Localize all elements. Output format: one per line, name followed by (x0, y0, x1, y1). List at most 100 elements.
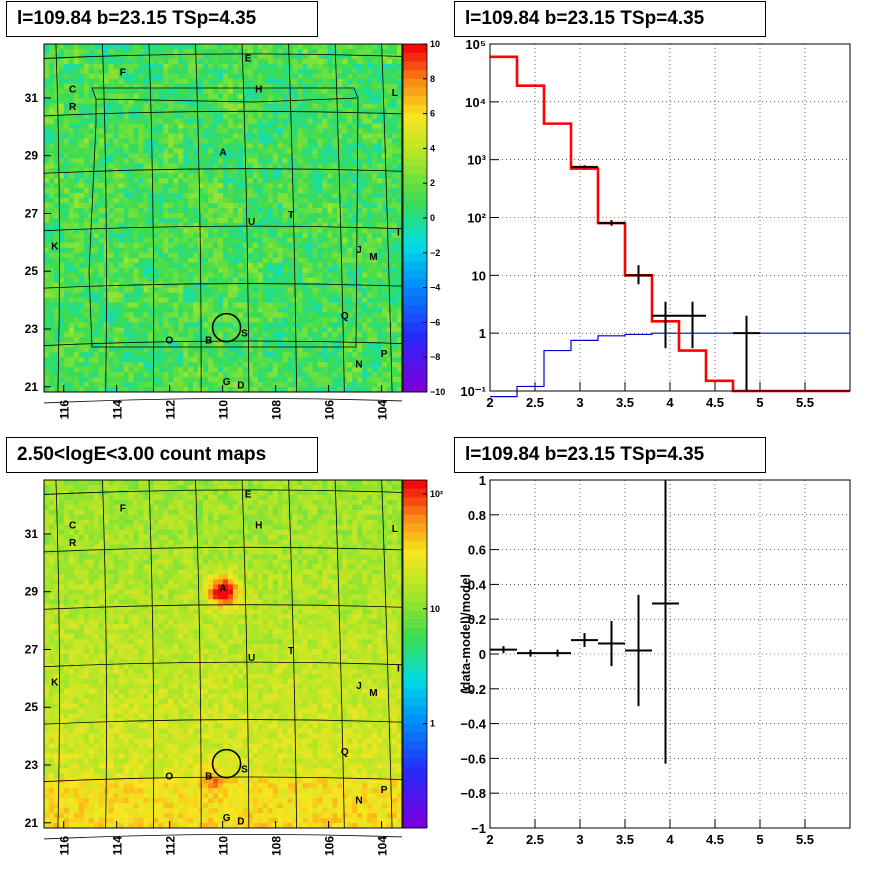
heatmap-cell (53, 188, 60, 194)
heatmap-cell (58, 123, 65, 129)
heatmap-cell (183, 73, 189, 80)
heatmap-cell (98, 337, 104, 343)
heatmap-cell (78, 118, 85, 124)
heatmap-cell (262, 78, 269, 85)
heatmap-cell (223, 367, 229, 373)
heatmap-cell (382, 342, 388, 348)
heatmap-cell (302, 188, 308, 194)
heatmap-cell (148, 163, 154, 169)
heatmap-cell (292, 242, 298, 249)
heatmap-cell (83, 297, 90, 303)
heatmap-cell (267, 178, 274, 184)
heatmap-cell (148, 208, 154, 214)
heatmap-cell (218, 327, 224, 333)
heatmap-cell (223, 73, 229, 80)
heatmap-cell (357, 48, 363, 55)
heatmap-cell (73, 287, 80, 293)
heatmap-cell (48, 213, 55, 219)
heatmap-cell (108, 88, 114, 95)
heatmap-cell (168, 93, 174, 99)
heatmap-cell (123, 242, 129, 249)
heatmap-cell (267, 342, 274, 348)
heatmap-cell (262, 242, 269, 249)
heatmap-cell (153, 307, 159, 313)
heatmap-cell (302, 183, 308, 189)
heatmap-cell (118, 352, 124, 358)
heatmap-cell (223, 342, 229, 348)
heatmap-cell (322, 302, 328, 308)
heatmap-cell (357, 302, 363, 308)
heatmap-cell (173, 242, 179, 249)
heatmap-cell (183, 178, 189, 184)
heatmap-cell (237, 227, 244, 234)
heatmap-cell (168, 143, 174, 149)
heatmap-cell (382, 173, 388, 179)
heatmap-cell (337, 242, 343, 249)
heatmap-cell (58, 317, 65, 323)
heatmap-cell (362, 138, 368, 144)
heatmap-cell (367, 292, 373, 298)
heatmap-cell (322, 203, 328, 209)
heatmap-cell (73, 113, 80, 119)
heatmap-cell (307, 188, 313, 194)
heatmap-cell (148, 143, 154, 149)
heatmap-cell (297, 307, 303, 313)
heatmap-cell (123, 382, 129, 388)
heatmap-cell (118, 113, 124, 119)
heatmap-cell (322, 242, 328, 249)
heatmap-cell (297, 327, 303, 333)
heatmap-cell (178, 213, 184, 219)
heatmap-cell (118, 232, 124, 239)
heatmap-cell (337, 222, 343, 229)
heatmap-cell (78, 173, 85, 179)
heatmap-cell (392, 158, 398, 164)
heatmap-cell (257, 133, 264, 139)
heatmap-cell (317, 357, 323, 363)
heatmap-cell (123, 312, 129, 318)
heatmap-cell (218, 53, 224, 60)
heatmap-cell (287, 262, 293, 269)
heatmap-cell (302, 98, 308, 104)
heatmap-cell (282, 198, 288, 204)
heatmap-cell (213, 83, 219, 90)
heatmap-cell (362, 173, 368, 179)
heatmap-cell (302, 237, 308, 244)
heatmap-cell (347, 347, 353, 353)
heatmap-cell (198, 118, 204, 124)
heatmap-cell (317, 58, 323, 65)
heatmap-cell (143, 143, 149, 149)
heatmap-cell (292, 367, 298, 373)
heatmap-cell (242, 118, 249, 124)
heatmap-cell (83, 232, 90, 239)
heatmap-cell (307, 332, 313, 338)
heatmap-cell (48, 113, 55, 119)
heatmap-cell (372, 103, 378, 109)
heatmap-cell (218, 93, 224, 99)
heatmap-cell (307, 128, 313, 134)
heatmap-cell (252, 58, 259, 65)
heatmap-cell (282, 68, 288, 75)
heatmap-cell (352, 173, 358, 179)
heatmap-cell (88, 227, 95, 234)
heatmap-cell (322, 282, 328, 288)
heatmap-cell (53, 332, 60, 338)
heatmap-cell (53, 227, 60, 234)
heatmap-cell (352, 302, 358, 308)
heatmap-cell (392, 272, 398, 278)
heatmap-cell (387, 48, 393, 55)
heatmap-cell (83, 48, 90, 55)
heatmap-cell (188, 292, 194, 298)
heatmap-cell (53, 287, 60, 293)
heatmap-cell (128, 48, 134, 55)
heatmap-cell (58, 277, 65, 283)
heatmap-cell (163, 78, 169, 85)
heatmap-cell (337, 63, 343, 70)
heatmap-cell (63, 322, 70, 328)
heatmap-cell (88, 108, 95, 114)
heatmap-cell (178, 63, 184, 70)
heatmap-cell (237, 287, 244, 293)
heatmap-cell (68, 148, 75, 154)
heatmap-cell (208, 312, 214, 318)
heatmap-cell (342, 103, 348, 109)
heatmap-cell (108, 93, 114, 99)
